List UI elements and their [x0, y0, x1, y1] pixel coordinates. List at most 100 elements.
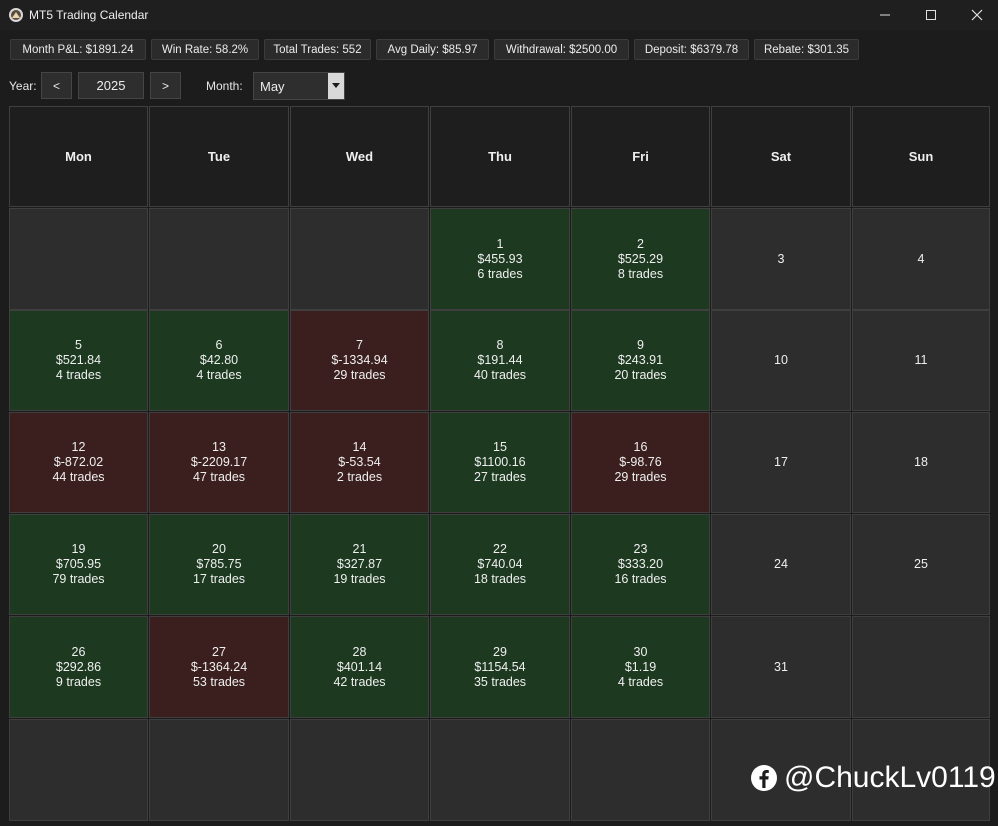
day-number: 1: [496, 236, 504, 251]
total-trades-stat: Total Trades: 552: [264, 39, 371, 60]
maximize-button[interactable]: [908, 0, 954, 30]
minimize-button[interactable]: [862, 0, 908, 30]
day-trade-count: 2 trades: [336, 470, 383, 484]
day-cell-11[interactable]: 11: [852, 310, 990, 411]
day-number: 8: [496, 338, 504, 352]
close-button[interactable]: [954, 0, 998, 30]
month-pnl-stat: Month P&L: $1891.24: [10, 39, 146, 60]
day-cell-8[interactable]: 8 $191.44 40 trades: [430, 310, 570, 411]
day-cell-19[interactable]: 19 $705.95 79 trades: [9, 514, 148, 615]
day-cell-9[interactable]: 9 $243.91 20 trades: [571, 310, 710, 411]
day-pnl: $327.87: [336, 557, 383, 571]
day-cell-17[interactable]: 17: [711, 412, 851, 513]
empty-day-cell[interactable]: [571, 719, 710, 821]
day-number: 28: [352, 644, 367, 659]
empty-day-cell[interactable]: [430, 719, 570, 821]
day-number: 15: [493, 440, 507, 454]
day-trade-count: 8 trades: [617, 266, 664, 281]
empty-day-cell[interactable]: [149, 208, 289, 310]
day-number: 2: [637, 236, 644, 251]
day-trade-count: 27 trades: [473, 470, 527, 484]
day-cell-24[interactable]: 24: [711, 514, 851, 615]
empty-day-cell[interactable]: [852, 616, 990, 718]
month-select[interactable]: May: [253, 72, 345, 100]
day-cell-6[interactable]: 6 $42.80 4 trades: [149, 310, 289, 411]
empty-day-cell[interactable]: [711, 719, 851, 821]
day-number: 16: [633, 440, 648, 454]
day-cell-28[interactable]: 28 $401.14 42 trades: [290, 616, 429, 718]
empty-day-cell[interactable]: [9, 208, 148, 310]
next-year-button[interactable]: >: [150, 72, 181, 99]
day-cell-22[interactable]: 22 $740.04 18 trades: [430, 514, 570, 615]
day-number: 25: [914, 557, 928, 571]
day-cell-18[interactable]: 18: [852, 412, 990, 513]
day-cell-2[interactable]: 2 $525.29 8 trades: [571, 208, 710, 310]
month-dropdown-arrow[interactable]: [328, 73, 344, 99]
day-cell-5[interactable]: 5 $521.84 4 trades: [9, 310, 148, 411]
month-label: Month:: [206, 79, 243, 93]
day-cell-25[interactable]: 25: [852, 514, 990, 615]
day-trade-count: 19 trades: [333, 572, 386, 586]
day-cell-1[interactable]: 1 $455.93 6 trades: [430, 208, 570, 310]
day-pnl: $1154.54: [474, 659, 526, 674]
win-rate-stat: Win Rate: 58.2%: [151, 39, 259, 60]
day-cell-7[interactable]: 7 $-1334.94 29 trades: [290, 310, 429, 411]
day-number: 14: [352, 440, 367, 454]
day-cell-14[interactable]: 14 $-53.54 2 trades: [290, 412, 429, 513]
empty-day-cell[interactable]: [9, 719, 148, 821]
day-trade-count: 6 trades: [477, 266, 523, 281]
weekday-header-thu: Thu: [430, 106, 570, 207]
day-cell-12[interactable]: 12 $-872.02 44 trades: [9, 412, 148, 513]
day-cell-21[interactable]: 21 $327.87 19 trades: [290, 514, 429, 615]
day-number: 13: [212, 440, 226, 454]
title-bar: MT5 Trading Calendar: [0, 0, 998, 30]
empty-day-cell[interactable]: [149, 719, 289, 821]
day-number: 22: [493, 542, 507, 556]
prev-year-button[interactable]: <: [41, 72, 72, 99]
day-trade-count: 17 trades: [192, 572, 246, 586]
day-number: 29: [493, 644, 507, 659]
day-cell-31[interactable]: 31: [711, 616, 851, 718]
day-pnl: $42.80: [199, 353, 239, 367]
day-pnl: $1.19: [624, 659, 657, 674]
day-cell-30[interactable]: 30 $1.19 4 trades: [571, 616, 710, 718]
day-cell-23[interactable]: 23 $333.20 16 trades: [571, 514, 710, 615]
day-cell-26[interactable]: 26 $292.86 9 trades: [9, 616, 148, 718]
day-cell-4[interactable]: 4: [852, 208, 990, 310]
watermark-text: @ChuckLv0119: [784, 761, 996, 794]
weekday-header-wed: Wed: [290, 106, 429, 207]
year-input[interactable]: 2025: [78, 72, 144, 99]
month-select-value: May: [260, 78, 285, 94]
day-cell-16[interactable]: 16 $-98.76 29 trades: [571, 412, 710, 513]
day-cell-29[interactable]: 29 $1154.54 35 trades: [430, 616, 570, 718]
avg-daily-stat: Avg Daily: $85.97: [376, 39, 489, 60]
day-pnl: $705.95: [55, 557, 102, 571]
day-cell-13[interactable]: 13 $-2209.17 47 trades: [149, 412, 289, 513]
day-trade-count: 42 trades: [333, 674, 386, 689]
day-pnl: $243.91: [617, 353, 664, 367]
day-trade-count: 40 trades: [473, 368, 527, 382]
day-cell-20[interactable]: 20 $785.75 17 trades: [149, 514, 289, 615]
day-number: 24: [774, 557, 788, 571]
day-trade-count: 16 trades: [614, 572, 667, 586]
day-number: 18: [914, 455, 928, 469]
day-trade-count: 4 trades: [55, 368, 102, 382]
day-trade-count: 29 trades: [614, 470, 667, 484]
day-cell-27[interactable]: 27 $-1364.24 53 trades: [149, 616, 289, 718]
day-number: 27: [212, 644, 226, 659]
empty-day-cell[interactable]: [290, 208, 429, 310]
day-cell-15[interactable]: 15 $1100.16 27 trades: [430, 412, 570, 513]
day-number: 19: [71, 542, 86, 556]
day-pnl: $-98.76: [619, 455, 662, 469]
day-pnl: $-1364.24: [190, 659, 248, 674]
day-trade-count: 53 trades: [192, 674, 246, 689]
empty-day-cell[interactable]: [852, 719, 990, 821]
day-number: 30: [633, 644, 648, 659]
day-number: 9: [637, 338, 644, 352]
weekday-header-tue: Tue: [149, 106, 289, 207]
day-cell-10[interactable]: 10: [711, 310, 851, 411]
day-cell-3[interactable]: 3: [711, 208, 851, 310]
day-trade-count: 4 trades: [617, 674, 664, 689]
empty-day-cell[interactable]: [290, 719, 429, 821]
day-trade-count: 20 trades: [614, 368, 667, 382]
